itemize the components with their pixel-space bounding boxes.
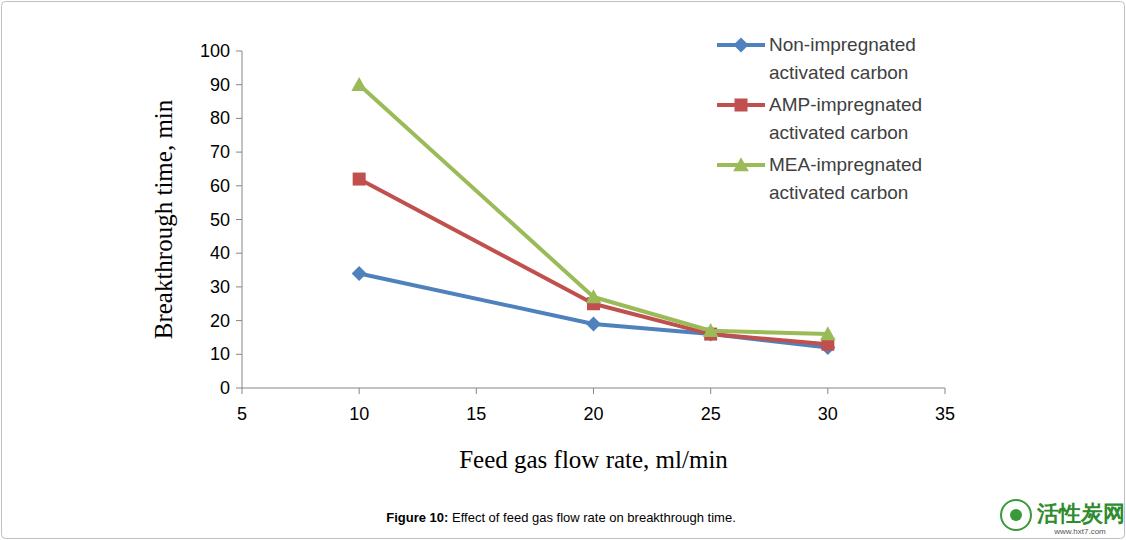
watermark-logo: [1010, 509, 1022, 521]
y-tick-label: 90: [210, 75, 230, 95]
legend: Non-impregnatedactivated carbon AMP-impre…: [717, 34, 922, 203]
y-tick-label: 100: [200, 41, 230, 61]
y-tick: [236, 152, 242, 153]
series-marker: [352, 266, 367, 281]
x-tick-label: 25: [701, 404, 721, 424]
x-tick: [476, 388, 477, 394]
x-tick: [945, 388, 946, 394]
series-line: [359, 179, 828, 344]
series-marker: [353, 173, 366, 186]
legend-marker: [733, 157, 749, 171]
x-tick-label: 20: [583, 404, 603, 424]
y-tick: [236, 388, 242, 389]
y-tick-label: 80: [210, 108, 230, 128]
x-tick-label: 5: [237, 404, 247, 424]
watermark-logo: [1001, 500, 1031, 530]
watermark-text: 活性炭网: [1036, 501, 1125, 526]
x-tick-label: 10: [349, 404, 369, 424]
y-tick: [236, 253, 242, 254]
y-tick-label: 70: [210, 142, 230, 162]
legend-label: Non-impregnatedactivated carbon: [769, 34, 916, 83]
series-marker: [586, 316, 601, 331]
y-tick: [236, 354, 242, 355]
watermark: 活性炭网www.hxt7.com: [1001, 500, 1125, 536]
x-tick: [593, 388, 594, 394]
y-tick: [236, 51, 242, 52]
x-tick: [359, 388, 360, 394]
series-marker: [586, 289, 602, 303]
x-axis-title: Feed gas flow rate, ml/min: [459, 446, 728, 473]
y-tick-label: 0: [220, 378, 230, 398]
series-marker: [351, 77, 367, 91]
series-marker: [703, 323, 719, 337]
x-tick-label: 35: [935, 404, 955, 424]
y-tick: [236, 185, 242, 186]
y-tick-label: 60: [210, 176, 230, 196]
y-axis-title: Breakthrough time, min: [150, 99, 177, 339]
y-tick: [236, 320, 242, 321]
watermark-url: www.hxt7.com: [1053, 527, 1106, 536]
legend-marker: [735, 99, 748, 112]
legend-marker: [734, 38, 749, 53]
y-tick: [236, 286, 242, 287]
x-tick-label: 30: [818, 404, 838, 424]
x-tick: [242, 388, 243, 394]
y-tick-label: 50: [210, 210, 230, 230]
y-tick: [236, 84, 242, 85]
x-tick-label: 15: [466, 404, 486, 424]
series-line: [359, 85, 828, 334]
y-tick-label: 30: [210, 277, 230, 297]
caption: Figure 10: Effect of feed gas flow rate …: [386, 510, 736, 525]
x-tick: [827, 388, 828, 394]
frame: [2, 2, 1125, 539]
y-tick-label: 40: [210, 243, 230, 263]
chart-root: 0 10 20 30 40 50 60 70 80 90 100 5 10 15 20 25 30 35 Feed …: [0, 0, 1126, 540]
y-tick-label: 20: [210, 311, 230, 331]
y-tick-label: 10: [210, 344, 230, 364]
y-tick: [236, 118, 242, 119]
x-tick: [710, 388, 711, 394]
chart: 0 10 20 30 40 50 60 70 80 90 100 5 10 15 20 25 30 35 Feed …: [0, 0, 1126, 540]
y-tick: [236, 219, 242, 220]
legend-label: MEA-impregnatedactivated carbon: [769, 154, 922, 203]
series-marker: [820, 326, 836, 340]
legend-label: AMP-impregnatedactivated carbon: [769, 94, 922, 143]
plot-area: [351, 77, 835, 355]
